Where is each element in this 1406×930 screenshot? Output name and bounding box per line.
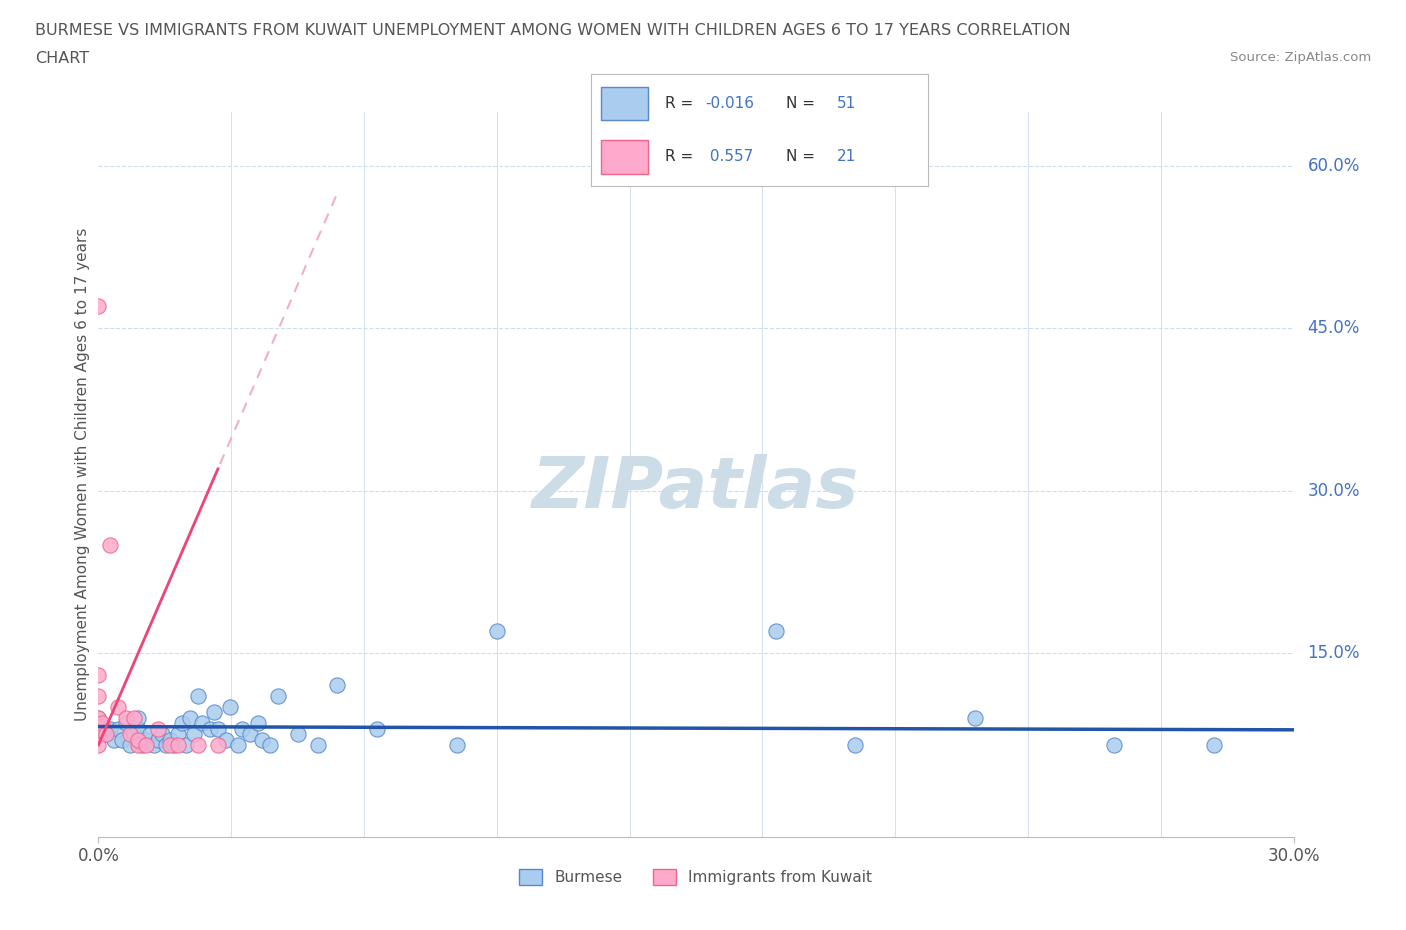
Point bbox=[231, 722, 253, 737]
Point bbox=[87, 726, 110, 741]
Point bbox=[143, 737, 166, 752]
Legend: Burmese, Immigrants from Kuwait: Burmese, Immigrants from Kuwait bbox=[513, 863, 879, 891]
Point bbox=[127, 732, 149, 747]
Point bbox=[159, 732, 181, 747]
Point bbox=[174, 737, 197, 752]
Point bbox=[103, 732, 125, 747]
Text: -0.016: -0.016 bbox=[706, 96, 754, 111]
Text: R =: R = bbox=[665, 150, 697, 165]
Point bbox=[124, 711, 146, 725]
Point bbox=[91, 716, 114, 731]
Text: 0.557: 0.557 bbox=[706, 150, 754, 165]
Point bbox=[219, 699, 242, 714]
Point bbox=[155, 737, 177, 752]
Point bbox=[287, 726, 309, 741]
Point bbox=[198, 722, 221, 737]
Point bbox=[326, 678, 349, 693]
Point bbox=[183, 726, 205, 741]
Point bbox=[259, 737, 281, 752]
Point bbox=[150, 726, 173, 741]
Point bbox=[135, 737, 157, 752]
Point bbox=[202, 705, 225, 720]
Point bbox=[87, 667, 110, 682]
Point bbox=[187, 689, 209, 704]
Text: BURMESE VS IMMIGRANTS FROM KUWAIT UNEMPLOYMENT AMONG WOMEN WITH CHILDREN AGES 6 : BURMESE VS IMMIGRANTS FROM KUWAIT UNEMPL… bbox=[35, 23, 1071, 38]
Point bbox=[191, 716, 214, 731]
Text: 45.0%: 45.0% bbox=[1308, 319, 1360, 338]
Text: 60.0%: 60.0% bbox=[1308, 157, 1360, 175]
Text: N =: N = bbox=[786, 96, 820, 111]
Point bbox=[135, 732, 157, 747]
Point bbox=[120, 737, 142, 752]
Point bbox=[207, 737, 229, 752]
Point bbox=[187, 737, 209, 752]
Point bbox=[226, 737, 249, 752]
Text: ZIPatlas: ZIPatlas bbox=[533, 455, 859, 524]
Text: CHART: CHART bbox=[35, 51, 89, 66]
Point bbox=[127, 711, 149, 725]
Text: Source: ZipAtlas.com: Source: ZipAtlas.com bbox=[1230, 51, 1371, 64]
Point bbox=[96, 726, 118, 741]
Text: 30.0%: 30.0% bbox=[1308, 482, 1360, 499]
FancyBboxPatch shape bbox=[600, 140, 648, 174]
Point bbox=[131, 737, 153, 752]
Point bbox=[115, 716, 138, 731]
Text: 51: 51 bbox=[837, 96, 856, 111]
Text: R =: R = bbox=[665, 96, 697, 111]
Point bbox=[167, 737, 190, 752]
Point bbox=[120, 726, 142, 741]
Point bbox=[485, 624, 508, 639]
Point bbox=[127, 722, 149, 737]
Point bbox=[179, 711, 201, 725]
Point bbox=[246, 716, 269, 731]
Point bbox=[250, 732, 273, 747]
Point bbox=[167, 726, 190, 741]
Point bbox=[87, 737, 110, 752]
Point bbox=[124, 726, 146, 741]
Point bbox=[98, 538, 122, 552]
Point bbox=[172, 716, 194, 731]
Point bbox=[127, 737, 149, 752]
Text: N =: N = bbox=[786, 150, 820, 165]
Point bbox=[87, 299, 110, 314]
Text: 15.0%: 15.0% bbox=[1308, 644, 1360, 662]
Point bbox=[107, 722, 129, 737]
Point bbox=[844, 737, 866, 752]
Point bbox=[1202, 737, 1225, 752]
Point bbox=[148, 732, 170, 747]
Point bbox=[87, 726, 110, 741]
Point bbox=[163, 737, 186, 752]
FancyBboxPatch shape bbox=[600, 86, 648, 120]
Point bbox=[87, 711, 110, 725]
Point bbox=[115, 711, 138, 725]
Point bbox=[96, 726, 118, 741]
Y-axis label: Unemployment Among Women with Children Ages 6 to 17 years: Unemployment Among Women with Children A… bbox=[75, 228, 90, 721]
Point bbox=[87, 689, 110, 704]
Point bbox=[148, 722, 170, 737]
Point bbox=[239, 726, 262, 741]
Point bbox=[159, 737, 181, 752]
Point bbox=[111, 732, 134, 747]
Point bbox=[366, 722, 388, 737]
Point bbox=[963, 711, 986, 725]
Point bbox=[107, 699, 129, 714]
Point bbox=[215, 732, 238, 747]
Point bbox=[267, 689, 290, 704]
Point bbox=[98, 722, 122, 737]
Point bbox=[446, 737, 468, 752]
Point bbox=[87, 711, 110, 725]
Point bbox=[765, 624, 787, 639]
Point bbox=[139, 726, 162, 741]
Point bbox=[307, 737, 329, 752]
Point bbox=[207, 722, 229, 737]
Point bbox=[1104, 737, 1126, 752]
Text: 21: 21 bbox=[837, 150, 856, 165]
